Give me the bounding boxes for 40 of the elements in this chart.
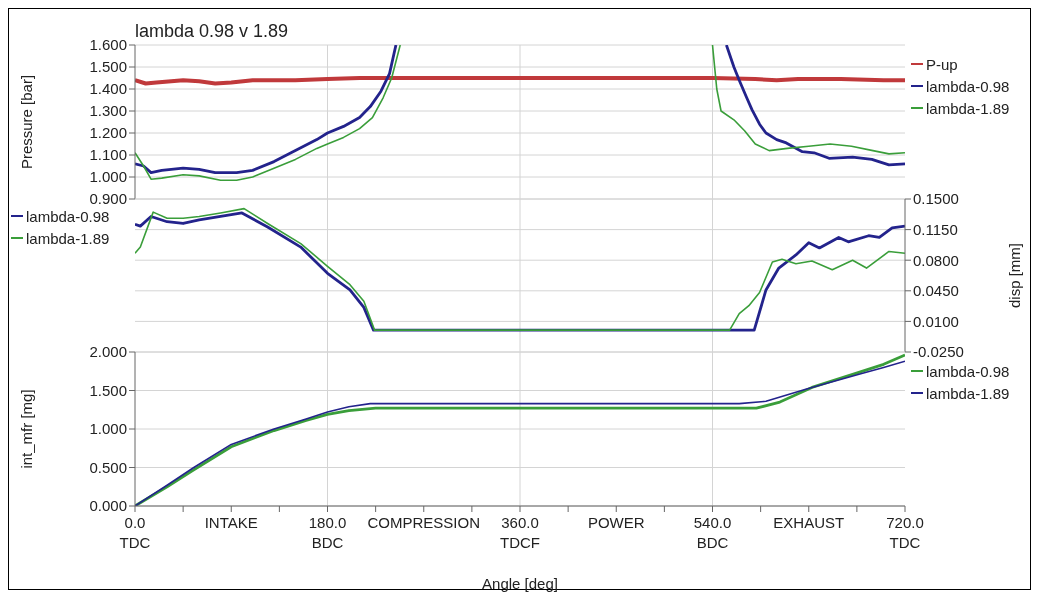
y-tick-label: 0.900 [89, 190, 127, 208]
x-tick-label: EXHAUST [773, 514, 845, 531]
x-tick-label: 180.0 BDC [308, 514, 347, 551]
y2-tick-label: 0.0800 [913, 251, 959, 269]
y-tick-label: 1.500 [89, 58, 127, 76]
y2-tick-label: 0.0450 [913, 282, 959, 300]
y-tick-label: 1.400 [89, 80, 127, 98]
y-tick-label: 1.000 [89, 168, 127, 186]
y-tick-label: 0.000 [89, 497, 127, 515]
legend-label: lambda-1.89 [26, 229, 110, 247]
y-tick-label: 1.300 [89, 102, 127, 120]
y2-tick-label: 0.0100 [913, 312, 959, 330]
y-tick-label: 1.200 [89, 124, 127, 142]
x-tick-label: 0.0 TDC [119, 514, 151, 551]
y-tick-label: 1.000 [89, 420, 127, 438]
x-tick-label: 540.0 BDC [693, 514, 732, 551]
y-axis-title: int_mfr [mg] [18, 389, 36, 469]
y-tick-label: 0.500 [89, 458, 127, 476]
legend-label: P-up [926, 55, 958, 73]
legend-label: lambda-0.98 [26, 207, 110, 225]
x-tick-label: COMPRESSION [367, 514, 481, 531]
y-tick-label: 1.600 [89, 36, 127, 54]
x-tick-label: 360.0 TDCF [500, 514, 540, 551]
y2-tick-label: -0.0250 [913, 343, 964, 361]
y2-tick-label: 0.1150 [913, 220, 958, 238]
x-tick-label: POWER [587, 514, 645, 531]
y-tick-label: 2.000 [89, 343, 127, 361]
y-tick-label: 1.100 [89, 146, 127, 164]
legend-label: lambda-0.98 [926, 77, 1010, 95]
legend-label: lambda-1.89 [926, 99, 1010, 117]
legend-label: lambda-1.89 [926, 384, 1010, 402]
legend-label: lambda-0.98 [926, 362, 1010, 380]
x-axis-title: Angle [deg] [482, 575, 558, 592]
y-axis-title: Pressure [bar] [18, 74, 36, 170]
x-tick-label: 720.0 TDC [886, 514, 924, 551]
y2-tick-label: 0.1500 [913, 190, 959, 208]
y-tick-label: 1.500 [89, 381, 127, 399]
chart-title: lambda 0.98 v 1.89 [135, 21, 289, 42]
y2-axis-title: disp [mm] [1006, 242, 1024, 309]
x-tick-label: INTAKE [204, 514, 258, 531]
